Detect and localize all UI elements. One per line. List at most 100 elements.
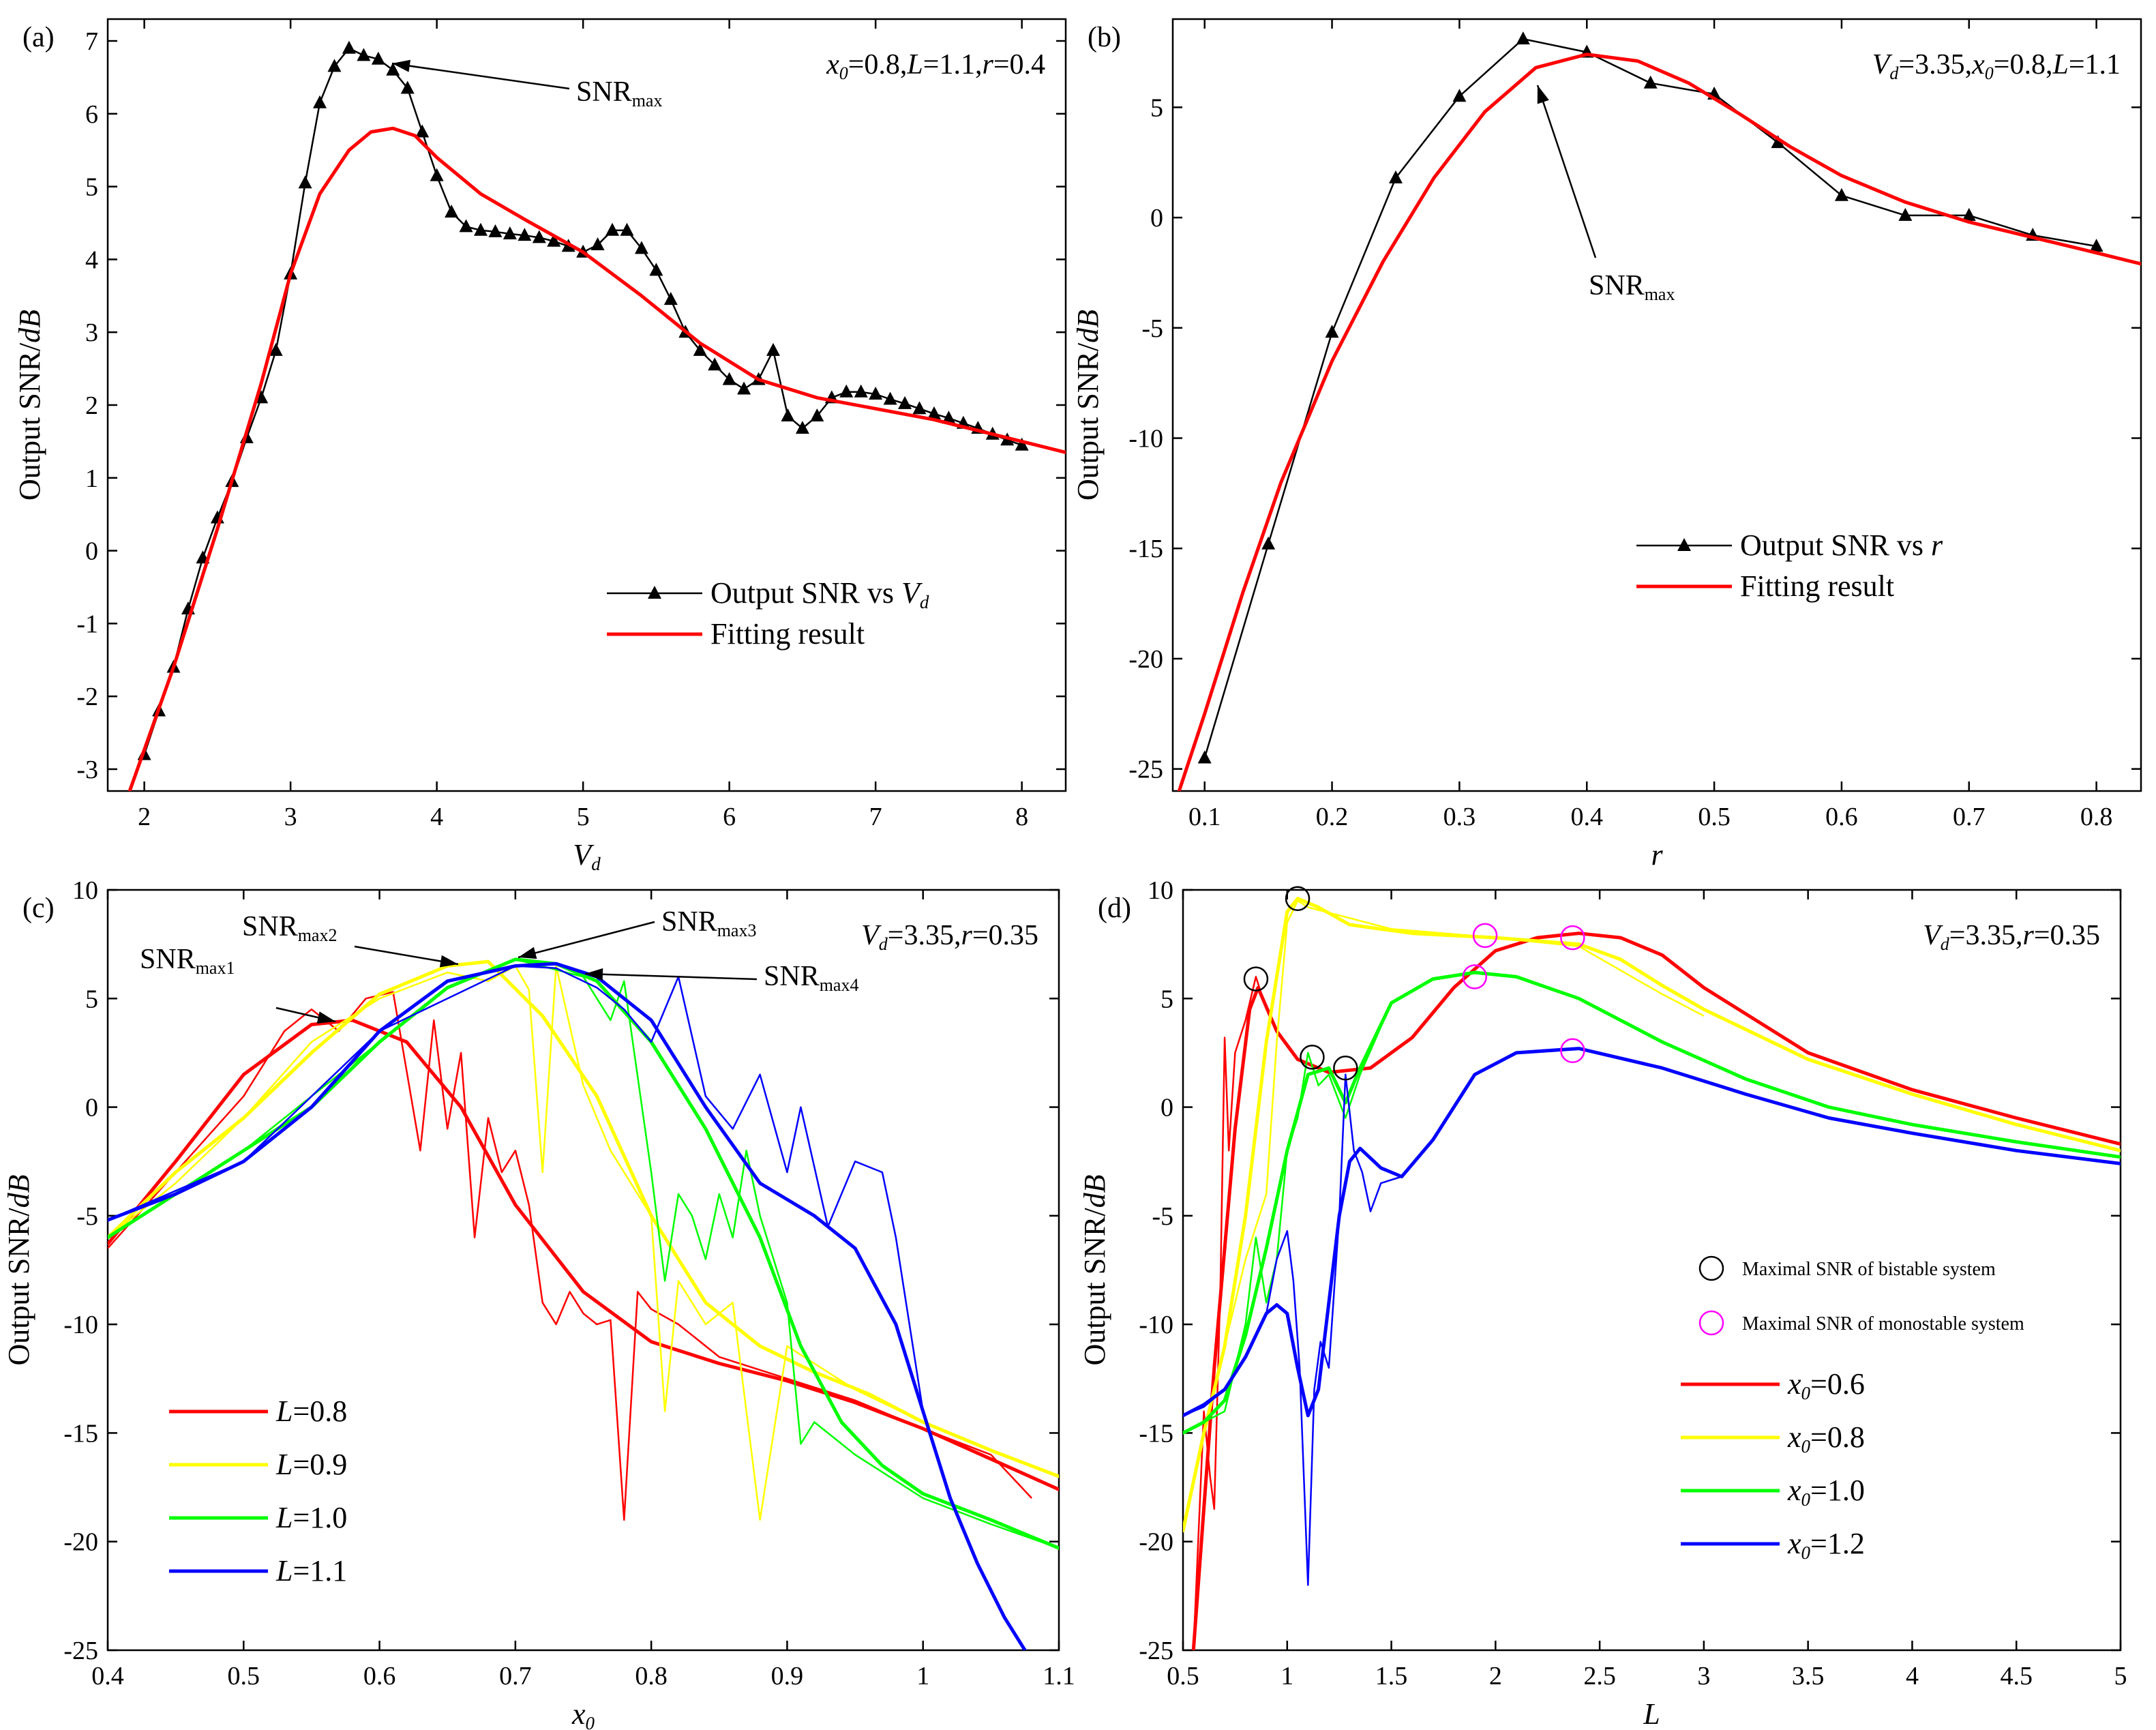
series-line-fitting-result — [1177, 53, 2141, 791]
data-point-marker — [488, 224, 503, 237]
legend-label: Fitting result — [710, 617, 865, 651]
text-segment: r — [961, 920, 972, 951]
data-point-marker — [386, 62, 400, 76]
y-tick-label: -5 — [1141, 314, 1163, 343]
data-point-marker — [503, 226, 517, 240]
bistable-max-marker — [1333, 1055, 1358, 1081]
data-point-marker — [1771, 135, 1785, 149]
y-tick-label: -10 — [1139, 1311, 1173, 1339]
y-tick-label: -25 — [1128, 756, 1163, 784]
chart-panel-b: 0.1 0.2 0.3 0.4 0.5 0.6 0.7 0.8 -25 -20 -15 -10 -5 0 5… — [1071, 18, 2142, 871]
text-segment: V — [1872, 49, 1893, 80]
data-point-marker — [532, 230, 546, 243]
text-segment: 0 — [1801, 1489, 1811, 1510]
text-segment: d — [1889, 63, 1899, 83]
text-segment: V — [901, 576, 923, 610]
text-segment: Fitting result — [710, 617, 865, 651]
y-tick-label: 2 — [85, 391, 98, 420]
data-point-marker — [298, 175, 312, 189]
series-line-l-0-8 — [108, 1018, 1059, 1491]
series-line-x0-1-2 — [1183, 1047, 2121, 1418]
text-segment: =0.8 — [848, 49, 900, 80]
legend-label: x0​=1.0 — [1787, 1474, 1865, 1510]
y-tick-label: -5 — [1152, 1202, 1173, 1231]
text-segment: =0.4 — [993, 49, 1045, 80]
data-point-marker — [693, 342, 707, 356]
text-segment: x — [1971, 49, 1985, 80]
legend: x0​=0.6 x0​=0.8 x0​=1.0 x0​=1.2 Maximal SNR … — [1681, 1255, 2024, 1563]
x-tick-label: 0.4 — [91, 1662, 124, 1690]
text-segment: =3.35 — [1949, 920, 2016, 951]
text-segment: Output SNR/ — [13, 342, 46, 501]
data-point-marker — [649, 263, 663, 276]
y-tick-label: -1 — [76, 610, 98, 638]
data-point-marker — [371, 51, 385, 65]
y-axis-label: Output SNR/dB — [13, 310, 46, 501]
x-tick-label: 0.8 — [2080, 803, 2113, 831]
series-line-output-snr-vs-r — [1203, 38, 2097, 759]
x-tick-label: 1 — [1281, 1662, 1293, 1690]
annotation-arrow — [1536, 85, 1597, 258]
annotation-label: SNRmax3​ — [661, 906, 756, 940]
data-point-marker — [1643, 75, 1658, 89]
series-line-l-0-9 — [108, 959, 1059, 1478]
x-tick-label: 0.7 — [499, 1662, 532, 1690]
legend-label: L=0.9 — [275, 1448, 347, 1481]
x-tick-label: 2 — [1489, 1662, 1502, 1690]
series-raw-l-0-9 — [108, 965, 1059, 1521]
data-point-marker — [912, 401, 927, 415]
legend-label: Output SNR vs r — [1740, 528, 1943, 562]
chart-panel-a: 2 3 4 5 6 7 8 -3 -2 -1 0 1 2 3 4 5 6 7 Vd​ Output SNR/dB x0​… — [13, 18, 1067, 874]
data-point-marker — [1834, 188, 1848, 201]
monostable-max-marker — [1560, 925, 1585, 951]
x-tick-label: 4.5 — [2000, 1662, 2033, 1690]
text-segment: Output SNR vs — [710, 576, 901, 610]
bistable-max-marker — [1285, 886, 1311, 911]
text-segment: =3.35 — [1898, 49, 1964, 80]
x-axis-label: Vd​ — [573, 838, 601, 874]
text-segment: L — [275, 1395, 293, 1428]
annotation-arrowhead — [439, 955, 458, 968]
data-point-marker — [473, 222, 488, 236]
bistable-max-marker — [1300, 1045, 1325, 1070]
y-axis-label: Output SNR/dB — [2, 1175, 35, 1366]
x-tick-label: 0.9 — [771, 1662, 804, 1690]
text-segment: Fitting result — [1740, 569, 1894, 603]
x-tick-label: 5 — [577, 803, 590, 831]
text-segment: SNR — [764, 961, 820, 992]
plot-frame — [1182, 889, 2122, 1652]
legend-monostable-marker — [1698, 1310, 1724, 1336]
text-segment: r — [2022, 920, 2034, 951]
text-segment: Output SNR/ — [1071, 342, 1105, 501]
y-tick-label: 0 — [85, 1094, 98, 1122]
annotation-arrow — [518, 921, 655, 959]
legend-marker — [1677, 538, 1691, 551]
panel-label: (c) — [23, 893, 55, 924]
x-tick-label: 1.5 — [1375, 1662, 1408, 1690]
text-segment: , — [975, 49, 983, 80]
series-line-fitting-result — [128, 126, 1066, 791]
text-segment: d — [591, 854, 601, 874]
text-segment: 0 — [1985, 63, 1994, 83]
data-point-marker — [605, 222, 620, 236]
x-tick-label: 0.5 — [1698, 803, 1731, 831]
y-tick-label: -15 — [1128, 535, 1163, 563]
text-segment: dB — [1071, 310, 1105, 343]
text-segment: x — [1787, 1527, 1801, 1560]
chart-params-text: x0​=0.8,L=1.1,r=0.4 — [826, 49, 1045, 83]
y-axis-label: Output SNR/dB — [1071, 310, 1105, 501]
data-point-marker — [445, 205, 459, 218]
x-tick-label: 7 — [869, 803, 882, 831]
annotation-arrow — [584, 972, 758, 981]
data-point-marker — [313, 95, 327, 108]
text-segment: , — [954, 920, 961, 951]
text-segment: =1.0 — [1810, 1474, 1865, 1507]
plot-area — [1183, 897, 2121, 1650]
text-segment: SNR — [661, 906, 717, 938]
x-tick-label: 0.6 — [1825, 803, 1858, 831]
text-segment: max4 — [820, 975, 859, 995]
text-segment: L — [2052, 49, 2068, 80]
y-tick-label: -5 — [76, 1202, 98, 1231]
text-segment: Output SNR/ — [2, 1208, 35, 1366]
x-tick-label: 5 — [2114, 1662, 2127, 1690]
